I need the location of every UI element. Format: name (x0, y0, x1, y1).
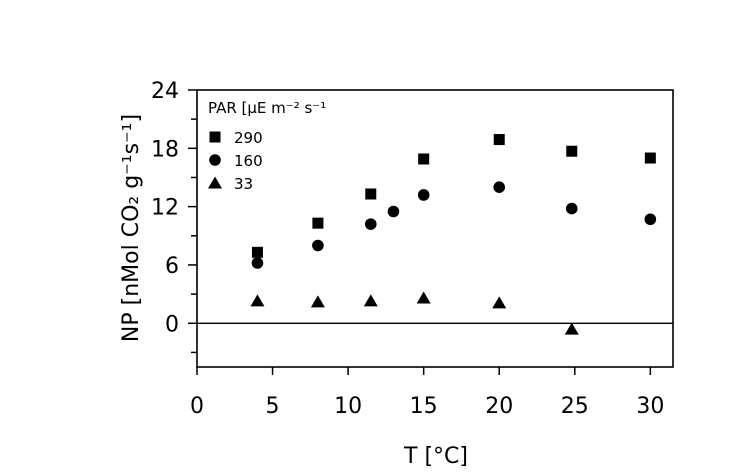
y-tick-label: 0 (165, 312, 179, 337)
data-point-160 (493, 181, 506, 193)
legend: PAR [µE m⁻² s⁻¹ 290 160 33 (208, 99, 326, 193)
data-point-290 (566, 145, 578, 157)
data-point-33 (310, 295, 325, 308)
data-point-160 (364, 218, 377, 230)
data-point-160 (644, 213, 657, 226)
data-point-290 (644, 152, 656, 164)
legend-marker-33 (208, 176, 222, 189)
data-point-33 (416, 291, 431, 304)
x-tick-label: 15 (410, 394, 438, 419)
data-point-290 (365, 188, 377, 200)
data-point-290 (493, 134, 505, 146)
plot-frame (196, 89, 674, 368)
x-axis-title: T [°C] (403, 444, 468, 469)
y-tick-label: 24 (151, 79, 179, 104)
data-point-290 (418, 153, 430, 165)
x-tick-label: 20 (485, 394, 513, 419)
y-tick-label: 6 (165, 254, 179, 279)
data-point-160 (387, 205, 400, 218)
legend-marker-290 (209, 131, 221, 143)
data-point-33 (363, 294, 378, 307)
y-axis-title: NP [nMol CO₂ g⁻¹s⁻¹] (119, 114, 144, 342)
data-point-33 (492, 296, 507, 309)
data-point-160 (565, 202, 578, 215)
legend-title: PAR [µE m⁻² s⁻¹ (208, 99, 326, 117)
data-point-290 (312, 217, 324, 229)
data-point-160 (251, 257, 264, 269)
x-tick-label: 5 (266, 394, 280, 419)
data-points (250, 134, 657, 335)
data-point-33 (250, 294, 265, 307)
data-point-290 (251, 246, 263, 258)
x-tick-label: 25 (561, 394, 589, 419)
axis-ticks (188, 89, 652, 375)
legend-marker-160 (209, 154, 221, 166)
y-tick-label: 12 (151, 196, 179, 221)
y-tick-label: 18 (151, 137, 179, 162)
x-tick-label: 30 (636, 394, 664, 419)
x-tick-label: 0 (190, 394, 204, 419)
data-point-160 (312, 239, 324, 252)
legend-label-33: 33 (234, 175, 253, 193)
data-point-160 (417, 189, 430, 201)
data-point-33 (564, 322, 579, 335)
tick-labels: 0 6 12 18 24 0 5 10 15 20 25 30 (151, 79, 664, 419)
legend-label-160: 160 (234, 152, 263, 170)
x-tick-label: 10 (334, 394, 362, 419)
legend-label-290: 290 (234, 129, 263, 147)
